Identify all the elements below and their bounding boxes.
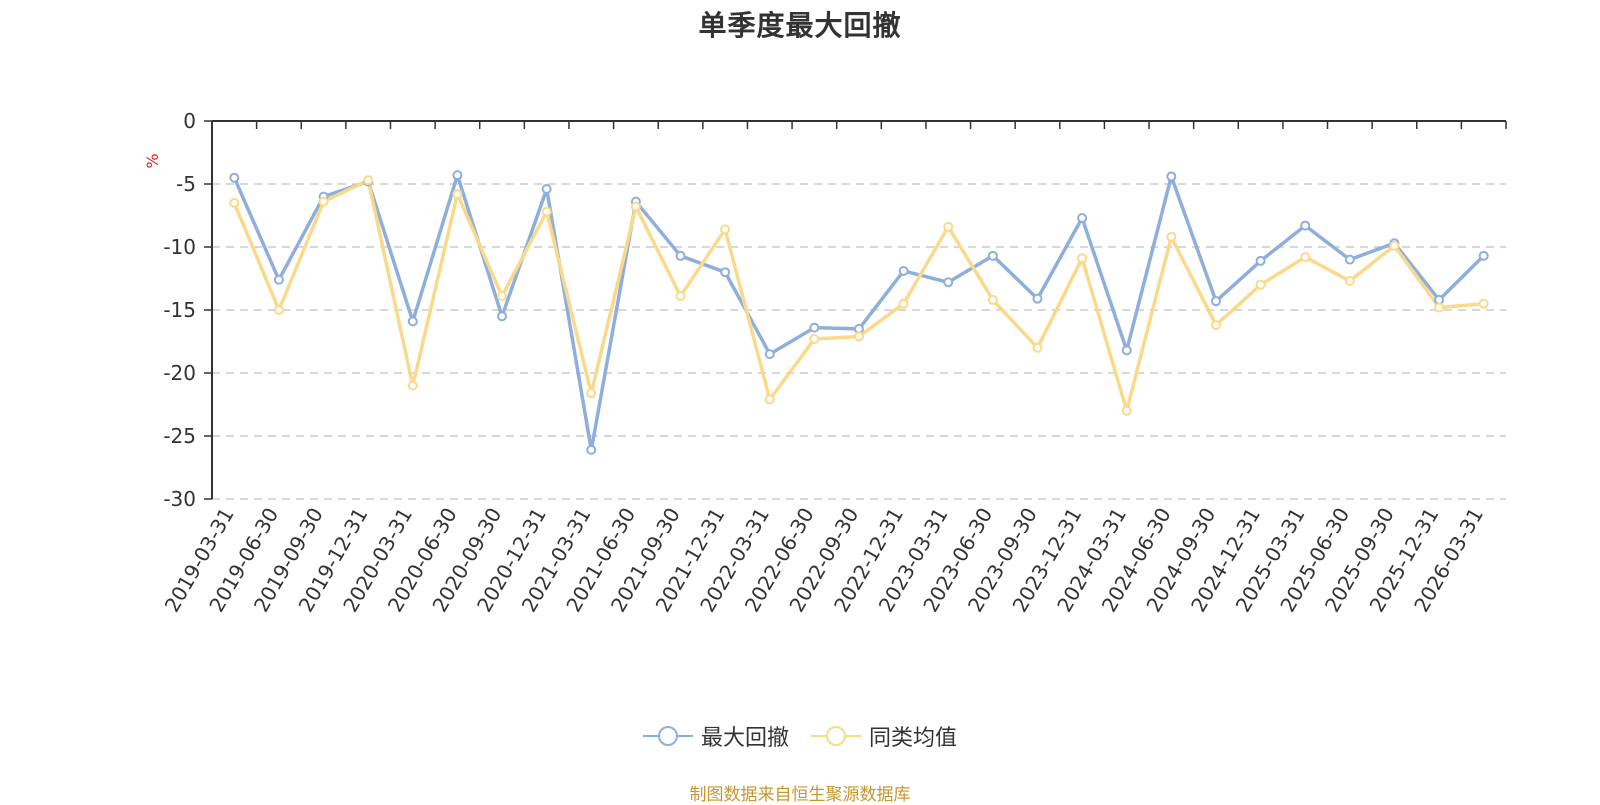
series-0-point bbox=[273, 274, 284, 285]
series-1-point bbox=[1344, 276, 1355, 287]
y-tick-label: -30 bbox=[163, 487, 196, 511]
series-1-point bbox=[541, 206, 552, 217]
series-1-point bbox=[497, 291, 508, 302]
series-1-point bbox=[586, 388, 597, 399]
series-1-point bbox=[1478, 298, 1489, 309]
series-0-point bbox=[943, 277, 954, 288]
series-1-point bbox=[363, 175, 374, 186]
series-1-point bbox=[273, 305, 284, 315]
y-tick-label: -25 bbox=[163, 424, 196, 448]
series-0-point bbox=[452, 170, 463, 181]
series-0-point bbox=[586, 444, 597, 455]
series-1-point bbox=[1121, 405, 1132, 416]
y-axis-unit: % bbox=[143, 153, 162, 168]
series-1-point bbox=[809, 333, 820, 344]
series-1-point bbox=[987, 294, 998, 305]
legend-label-max-drawdown: 最大回撤 bbox=[700, 726, 789, 751]
series-1-point bbox=[675, 291, 686, 302]
series-0-point bbox=[1478, 250, 1489, 261]
series-line-0 bbox=[232, 173, 1485, 452]
y-tick-label: 0 bbox=[183, 109, 196, 133]
series-1-point bbox=[1255, 279, 1266, 290]
y-tick-label: -5 bbox=[176, 172, 196, 196]
series-0-point bbox=[1077, 213, 1088, 224]
series-0-point bbox=[809, 322, 820, 333]
series-0-point bbox=[1121, 345, 1132, 356]
series-0-point bbox=[229, 172, 240, 183]
series-1-point bbox=[452, 189, 463, 200]
series-1-point bbox=[898, 298, 909, 309]
series-1-point bbox=[1032, 342, 1043, 353]
series-0-point bbox=[1210, 296, 1221, 307]
chart-title: 单季度最大回撤 bbox=[698, 9, 902, 42]
series-0-point bbox=[898, 265, 909, 276]
legend: 最大回撤 同类均值 bbox=[0, 720, 1600, 752]
series-1-point bbox=[1389, 240, 1400, 251]
series-1-point bbox=[854, 331, 864, 342]
series-0-point bbox=[541, 184, 552, 195]
series-1-point bbox=[1210, 320, 1221, 331]
series-1-point bbox=[318, 196, 329, 207]
series-0-point bbox=[407, 316, 418, 327]
y-tick-label: -20 bbox=[163, 361, 196, 385]
legend-marker-peer-average bbox=[811, 726, 861, 746]
series-1-point bbox=[630, 201, 641, 212]
legend-marker-max-drawdown bbox=[642, 726, 693, 746]
source-note: 制图数据来自恒生聚源数据库 bbox=[689, 785, 911, 805]
series-0-point bbox=[1166, 171, 1177, 182]
series-0-point bbox=[1344, 254, 1355, 265]
legend-item-max-drawdown[interactable]: 最大回撤 bbox=[642, 720, 789, 752]
series-1-point bbox=[1077, 253, 1088, 264]
series-1-point bbox=[720, 224, 731, 235]
series-0-point bbox=[764, 349, 775, 360]
series-0-point bbox=[720, 267, 731, 278]
series-0-point bbox=[675, 250, 686, 261]
series-1-point bbox=[1434, 302, 1445, 313]
series-1-point bbox=[229, 197, 240, 208]
series-1-point bbox=[943, 221, 954, 232]
series-1-point bbox=[407, 380, 418, 391]
series-1-point bbox=[1166, 231, 1177, 242]
series-0-point bbox=[497, 311, 508, 322]
y-tick-label: -10 bbox=[163, 235, 196, 259]
series-0-point bbox=[1255, 255, 1266, 266]
series-0-point bbox=[1032, 293, 1043, 304]
series-0-point bbox=[987, 250, 998, 261]
y-tick-label: -15 bbox=[163, 298, 196, 322]
series-0-point bbox=[1300, 220, 1311, 231]
legend-label-peer-average: 同类均值 bbox=[869, 726, 958, 751]
series-1-point bbox=[1300, 252, 1311, 263]
legend-item-peer-average[interactable]: 同类均值 bbox=[811, 720, 957, 752]
series-1-point bbox=[764, 394, 775, 405]
